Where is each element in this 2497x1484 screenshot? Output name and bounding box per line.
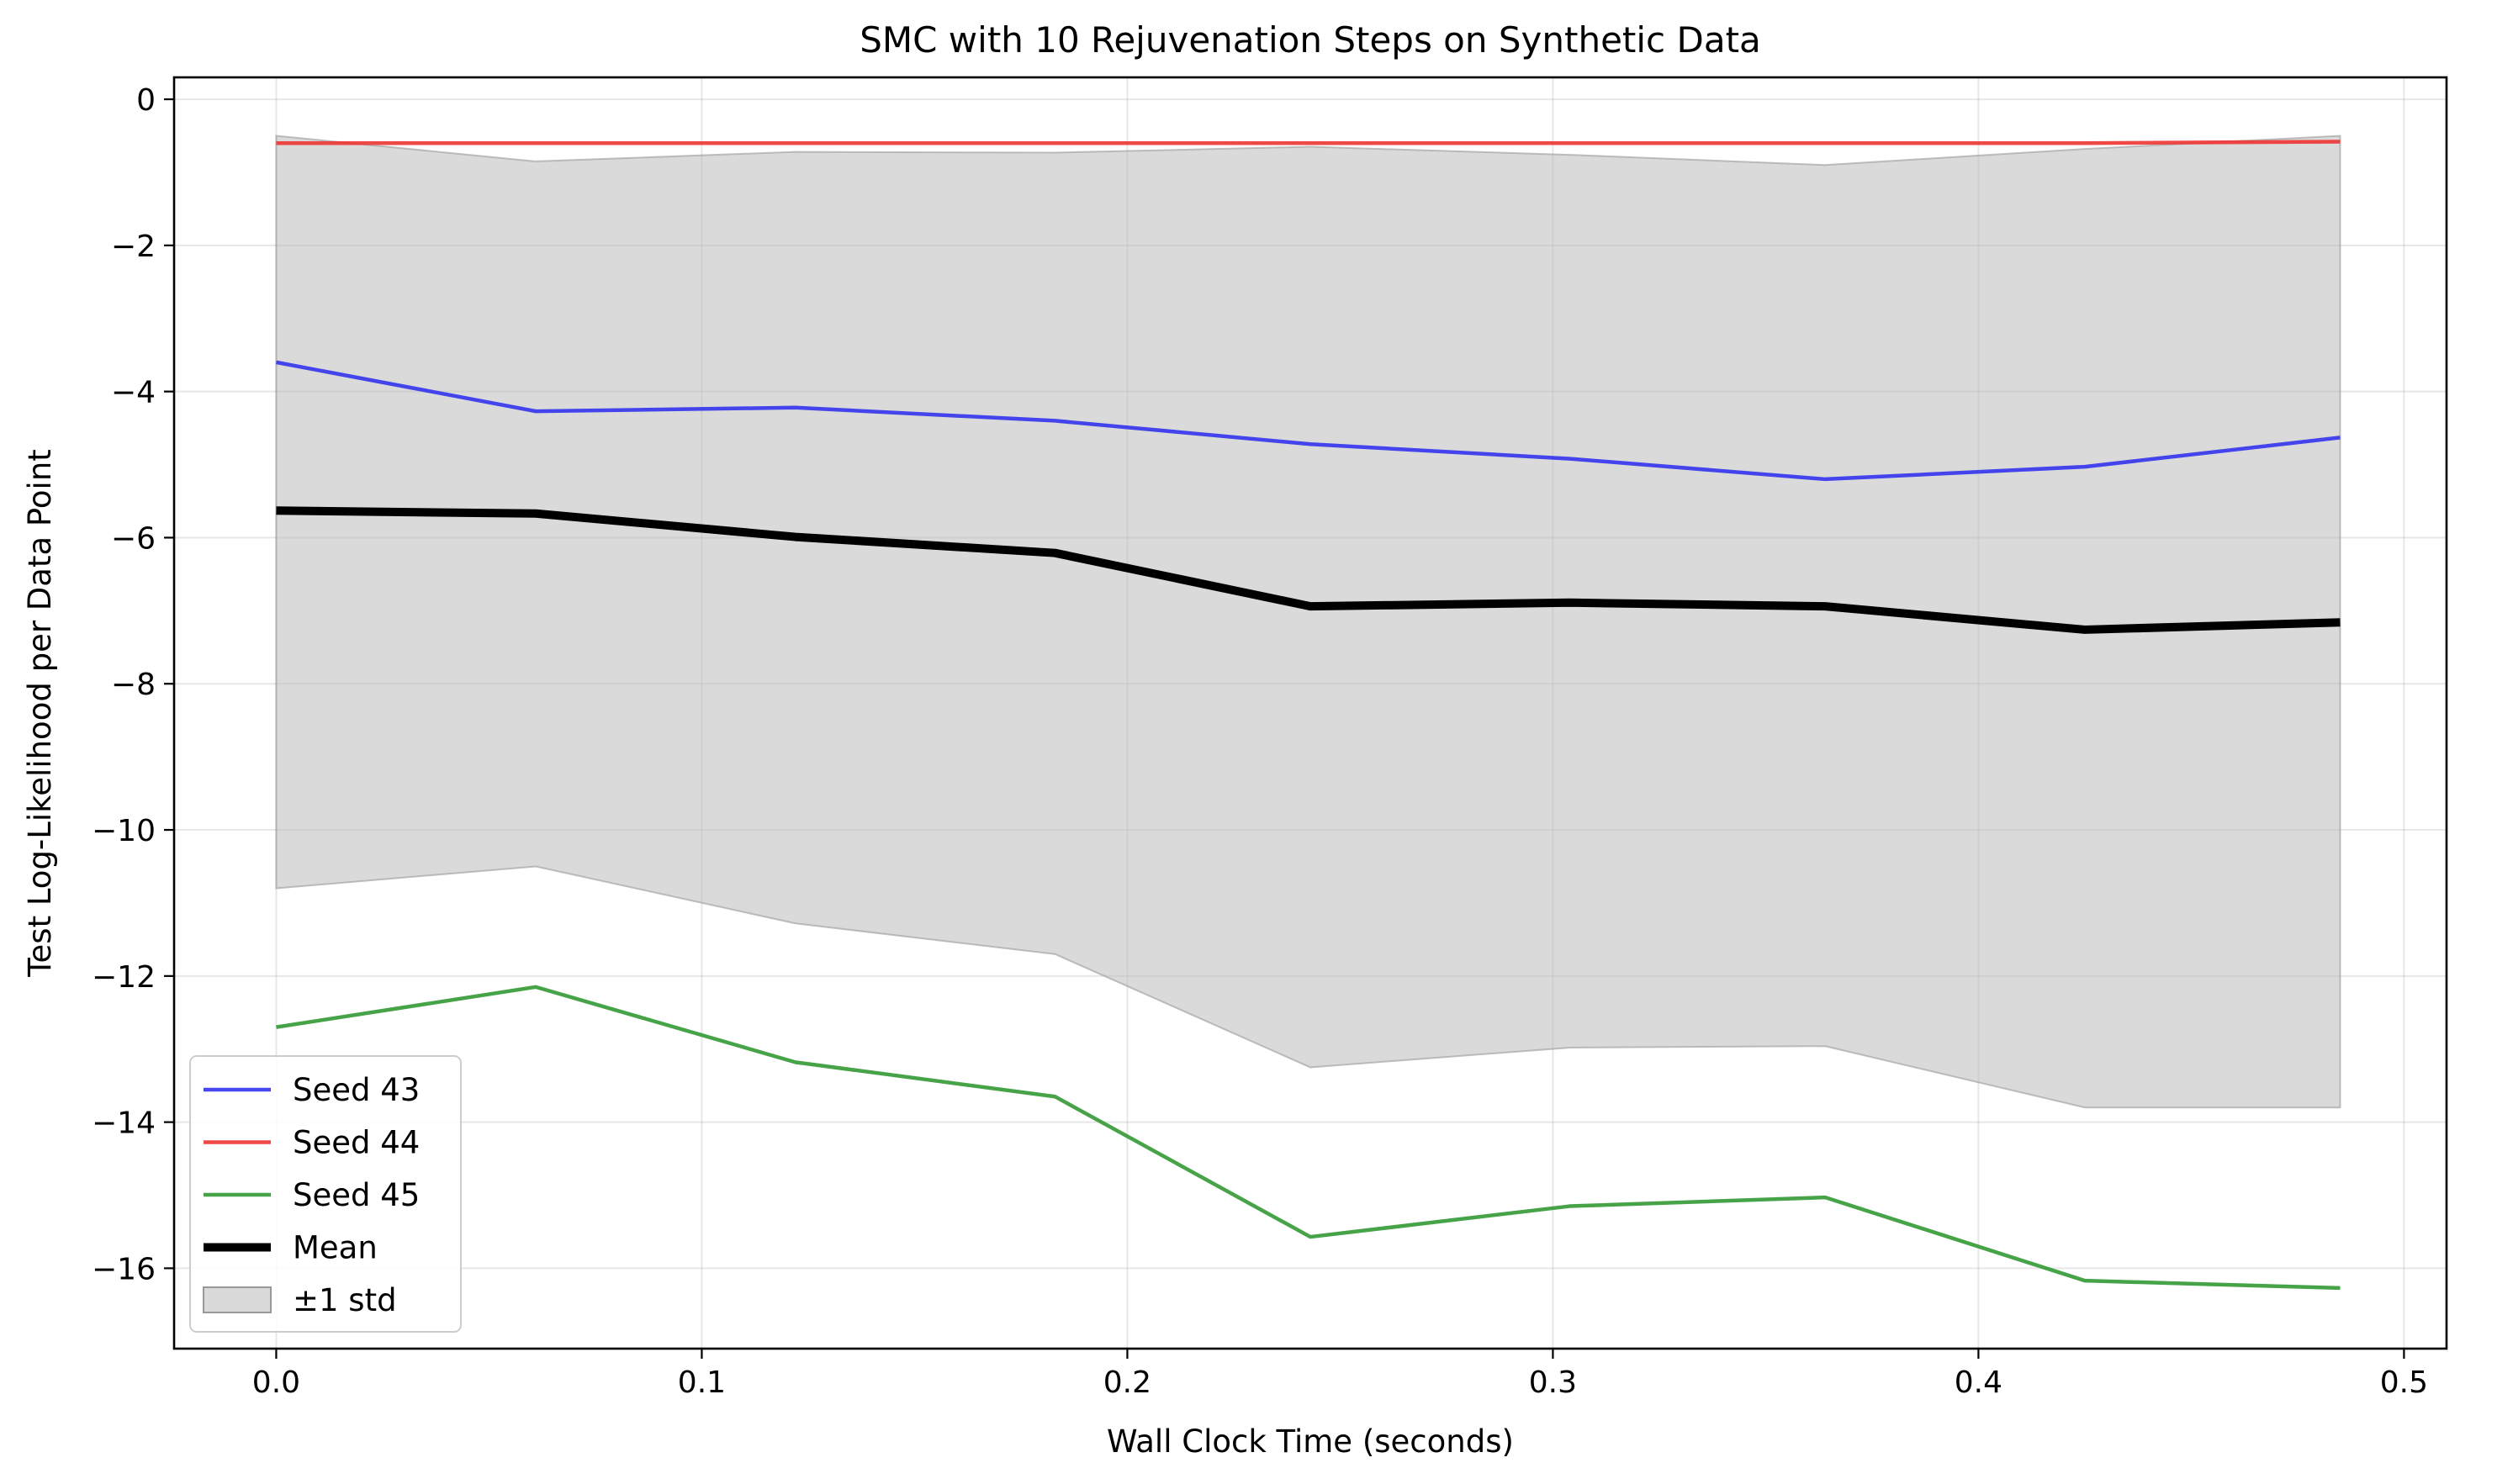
- series-layer: [276, 140, 2341, 1291]
- x-tick-label: 0.1: [678, 1365, 726, 1400]
- x-tick-label: 0.3: [1529, 1365, 1577, 1400]
- y-tick-label: −8: [111, 668, 156, 702]
- y-tick-label: −16: [92, 1252, 156, 1286]
- legend-label: ±1 std: [293, 1282, 397, 1318]
- legend-label: Seed 43: [293, 1072, 420, 1108]
- axis-ticks: 0.0 0.1 0.2 0.3 0.4 0.5 0 −2 −4 −6 −8 −10 −12 −14 −16: [92, 83, 2428, 1400]
- x-tick-label: 0.5: [2380, 1365, 2428, 1400]
- plot-frame: [172, 76, 2448, 1350]
- y-tick-label: 0: [136, 83, 156, 118]
- std-band-layer: [275, 135, 2341, 1109]
- legend: Seed 43 Seed 44 Seed 45 Mean ±1 std: [189, 1055, 462, 1333]
- y-axis-label: Test Log-Likelihood per Data Point: [22, 449, 58, 978]
- x-tick-label: 0.0: [252, 1365, 300, 1400]
- std-band: [275, 135, 2341, 1109]
- x-axis-label: Wall Clock Time (seconds): [1107, 1423, 1514, 1460]
- y-tick-label: −12: [92, 960, 156, 995]
- y-tick-label: −10: [92, 814, 156, 848]
- x-tick-label: 0.2: [1103, 1365, 1151, 1400]
- series-line-seed-43: [276, 360, 2341, 482]
- legend-label: Mean: [293, 1230, 378, 1266]
- series-line-seed-45: [276, 985, 2341, 1291]
- y-tick-label: −14: [92, 1106, 156, 1141]
- series-line-seed-44: [276, 140, 2341, 145]
- legend-label: Seed 44: [293, 1125, 420, 1161]
- legend-swatch: [203, 1286, 272, 1313]
- x-tick-label: 0.4: [1955, 1365, 2002, 1400]
- legend-label: Seed 45: [293, 1177, 420, 1213]
- legend-box: [189, 1055, 462, 1333]
- y-tick-label: −6: [111, 521, 156, 556]
- series-line-mean: [276, 506, 2341, 634]
- y-tick-label: −4: [111, 376, 156, 410]
- chart-title: SMC with 10 Rejuvenation Steps on Synthe…: [860, 19, 1761, 61]
- y-tick-label: −2: [111, 230, 156, 264]
